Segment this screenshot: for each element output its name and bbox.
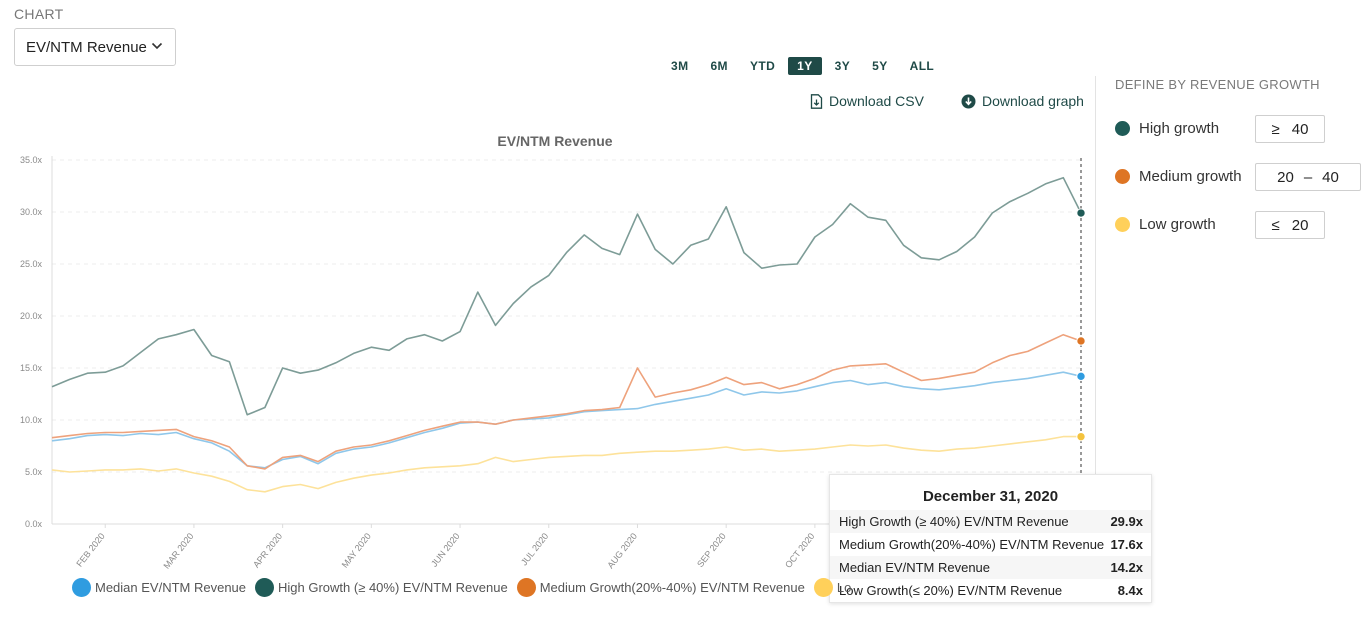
tooltip-row-value: 29.9x — [1110, 514, 1143, 529]
tooltip-row-value: 8.4x — [1117, 583, 1143, 598]
x-tick-label: JUN 2020 — [429, 531, 462, 569]
legend-dot-icon — [516, 578, 536, 597]
metric-select[interactable]: EV/NTM Revenue — [14, 28, 176, 66]
chart-legend: Median EV/NTM Revenue High Growth (≥ 40%… — [72, 578, 860, 597]
high-growth-operator: ≥ — [1271, 120, 1280, 138]
high-growth-threshold-input[interactable]: ≥ 40 — [1255, 115, 1325, 143]
low-growth-threshold-input[interactable]: ≤ 20 — [1255, 211, 1325, 239]
legend-dot-icon — [813, 578, 833, 597]
legend-label: High Growth (≥ 40%) EV/NTM Revenue — [278, 580, 508, 595]
tooltip-row-label: Low Growth(≤ 20%) EV/NTM Revenue — [839, 583, 1063, 598]
x-tick-label: APR 2020 — [251, 531, 284, 569]
download-graph-label: Download graph — [982, 93, 1084, 109]
high-growth-end-marker — [1076, 208, 1086, 218]
y-tick-label: 15.0x — [20, 363, 43, 373]
tooltip-row-label: High Growth (≥ 40%) EV/NTM Revenue — [839, 514, 1069, 529]
legend-label: Medium Growth(20%-40%) EV/NTM Revenue — [539, 580, 805, 595]
marker-layer — [1076, 208, 1086, 442]
low-growth-operator: ≤ — [1271, 216, 1280, 234]
range-3y-button[interactable]: 3Y — [834, 59, 851, 73]
legend-item-low-growth[interactable]: Lo — [813, 578, 852, 597]
define-growth-title: DEFINE BY REVENUE GROWTH — [1115, 77, 1320, 92]
download-csv-label: Download CSV — [829, 93, 924, 109]
median-end-marker — [1076, 371, 1086, 382]
range-1y-button[interactable]: 1Y — [788, 57, 822, 75]
y-tick-label: 10.0x — [20, 415, 43, 425]
download-graph-button[interactable]: Download graph — [961, 93, 1084, 109]
medium-growth-end-marker — [1076, 336, 1086, 346]
high-growth-series-line — [51, 176, 1082, 416]
tooltip-row: Low Growth(≤ 20%) EV/NTM Revenue 8.4x — [830, 579, 1151, 602]
low-growth-value: 20 — [1291, 216, 1309, 234]
medium-growth-from: 20 — [1277, 168, 1294, 186]
legend-label: Lo — [836, 580, 852, 595]
legend-dot-icon — [255, 578, 275, 597]
low-growth-series-line — [51, 435, 1081, 493]
tooltip-date: December 31, 2020 — [922, 488, 1059, 505]
grid-layer — [52, 158, 1082, 525]
range-6m-button[interactable]: 6M — [710, 59, 728, 73]
low-growth-dot-icon — [1115, 217, 1130, 232]
x-tick-label: MAY 2020 — [340, 531, 373, 570]
legend-item-medium-growth[interactable]: Medium Growth(20%-40%) EV/NTM Revenue — [516, 578, 805, 597]
y-tick-label: 30.0x — [20, 207, 43, 217]
x-tick-label: FEB 2020 — [74, 531, 107, 569]
medium-growth-row: Medium growth — [1115, 168, 1242, 185]
tooltip-row: Medium Growth(20%-40%) EV/NTM Revenue 17… — [830, 533, 1151, 556]
x-tick-label: SEP 2020 — [695, 531, 728, 569]
medium-growth-separator: – — [1303, 168, 1313, 186]
x-tick-label: MAR 2020 — [161, 531, 195, 571]
y-tick-label: 20.0x — [20, 311, 43, 321]
low-growth-label: Low growth — [1139, 216, 1216, 233]
range-selector: 3M 6M YTD 1Y 3Y 5Y ALL — [662, 57, 947, 75]
y-tick-label: 5.0x — [25, 467, 43, 477]
low-growth-row: Low growth — [1115, 216, 1216, 233]
legend-label: Median EV/NTM Revenue — [95, 580, 247, 595]
medium-growth-series-line — [51, 333, 1082, 470]
range-ytd-button[interactable]: YTD — [749, 59, 776, 73]
chevron-down-icon — [151, 42, 163, 50]
tooltip-row: Median EV/NTM Revenue 14.2x — [830, 556, 1151, 579]
tooltip-row-label: Medium Growth(20%-40%) EV/NTM Revenue — [839, 537, 1105, 552]
section-label-chart: CHART — [14, 6, 64, 22]
tooltip-row-label: Median EV/NTM Revenue — [839, 560, 991, 575]
high-growth-dot-icon — [1115, 121, 1130, 136]
chart-title: EV/NTM Revenue — [497, 133, 612, 149]
download-csv-button[interactable]: Download CSV — [810, 93, 924, 109]
panel-divider — [1095, 76, 1096, 581]
circle-download-icon — [961, 94, 976, 108]
medium-growth-range-input[interactable]: 20 – 40 — [1255, 163, 1361, 191]
medium-growth-label: Medium growth — [1139, 168, 1242, 185]
chart-tooltip: December 31, 2020 High Growth (≥ 40%) EV… — [829, 474, 1152, 603]
series-layer — [51, 176, 1082, 493]
legend-dot-icon — [72, 578, 91, 597]
tooltip-row-value: 14.2x — [1110, 560, 1143, 575]
range-all-button[interactable]: ALL — [909, 59, 935, 73]
high-growth-row: High growth — [1115, 120, 1219, 137]
y-tick-label: 25.0x — [20, 259, 43, 269]
range-3m-button[interactable]: 3M — [671, 59, 689, 73]
low-growth-end-marker — [1076, 431, 1086, 442]
high-growth-label: High growth — [1139, 120, 1220, 137]
medium-growth-dot-icon — [1115, 169, 1130, 184]
medium-growth-to: 40 — [1322, 168, 1339, 186]
y-tick-label: 35.0x — [20, 155, 43, 165]
legend-item-high-growth[interactable]: High Growth (≥ 40%) EV/NTM Revenue — [255, 578, 508, 597]
metric-select-value: EV/NTM Revenue — [26, 38, 147, 56]
tooltip-row: High Growth (≥ 40%) EV/NTM Revenue 29.9x — [830, 510, 1151, 533]
tooltip-row-value: 17.6x — [1110, 537, 1143, 552]
y-tick-label: 0.0x — [25, 519, 43, 529]
median-series-line — [51, 371, 1082, 469]
high-growth-value: 40 — [1291, 120, 1309, 138]
range-5y-button[interactable]: 5Y — [872, 59, 888, 73]
x-tick-label: JUL 2020 — [519, 531, 550, 567]
x-tick-label: OCT 2020 — [783, 531, 816, 570]
file-download-icon — [810, 93, 823, 109]
legend-item-median[interactable]: Median EV/NTM Revenue — [72, 578, 246, 597]
x-tick-label: AUG 2020 — [605, 531, 639, 570]
